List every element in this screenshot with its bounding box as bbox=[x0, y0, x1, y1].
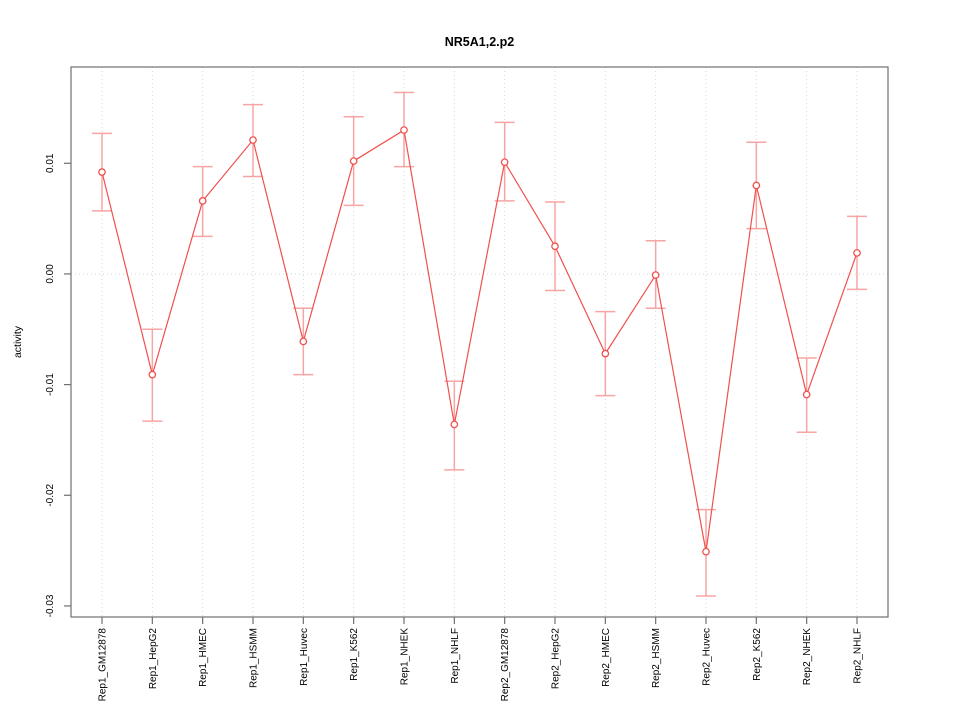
data-point-marker bbox=[802, 390, 811, 399]
data-point-marker bbox=[450, 420, 459, 429]
x-tick-label: Rep1_NHEK bbox=[400, 628, 411, 686]
data-point-marker bbox=[198, 197, 207, 205]
chart-title: NR5A1,2.p2 bbox=[445, 35, 515, 49]
data-point-marker bbox=[349, 157, 358, 165]
x-tick-label: Rep1_NHLF bbox=[450, 628, 461, 684]
y-tick-label: -0.03 bbox=[45, 594, 56, 617]
x-axis-ticks: Rep1_GM12878 Rep1_HepG2 Rep1_HMEC Rep1_HSMM… bbox=[98, 617, 864, 701]
y-tick-label: -0.01 bbox=[45, 373, 56, 396]
data-point-marker bbox=[853, 249, 861, 257]
data-point-marker bbox=[400, 126, 408, 134]
x-tick-label: Rep1_K562 bbox=[349, 628, 360, 681]
data-point-marker bbox=[601, 349, 610, 358]
x-tick-label: Rep2_HMEC bbox=[601, 628, 612, 687]
x-tick-label: Rep1_HepG2 bbox=[148, 628, 159, 690]
series-line bbox=[101, 129, 858, 552]
x-tick-label: Rep2_HSMM bbox=[651, 628, 662, 688]
y-tick-label: 0.00 bbox=[45, 264, 56, 284]
data-point-marker bbox=[651, 271, 660, 279]
x-tick-label: Rep2_GM12878 bbox=[500, 628, 511, 702]
gridlines bbox=[71, 67, 888, 617]
data-point-marker bbox=[500, 158, 509, 167]
data-point-marker bbox=[249, 136, 257, 144]
data-point-marker bbox=[98, 168, 106, 176]
y-axis-label: activity bbox=[12, 325, 24, 358]
x-tick-label: Rep2_HepG2 bbox=[551, 628, 562, 690]
x-tick-label: Rep2_Huvec bbox=[702, 628, 713, 686]
data-point-marker bbox=[752, 181, 761, 190]
data-points bbox=[98, 126, 861, 556]
x-tick-label: Rep2_K562 bbox=[752, 628, 763, 681]
y-tick-label: 0.01 bbox=[45, 153, 56, 173]
x-tick-label: Rep2_NHLF bbox=[853, 628, 864, 684]
x-tick-label: Rep1_HSMM bbox=[249, 628, 260, 688]
error-bars bbox=[92, 91, 867, 597]
x-tick-label: Rep1_GM12878 bbox=[98, 628, 109, 702]
data-point-marker bbox=[702, 547, 710, 556]
data-point-marker bbox=[148, 370, 157, 379]
plot-border bbox=[70, 66, 889, 618]
data-point-marker bbox=[299, 337, 308, 346]
x-tick-label: Rep1_Huvec bbox=[299, 628, 310, 686]
x-tick-label: Rep2_NHEK bbox=[802, 628, 813, 686]
y-tick-label: -0.02 bbox=[45, 483, 56, 506]
y-axis-ticks: 0.01 0.00 -0.01 -0.02 -0.03 bbox=[45, 153, 71, 617]
data-point-marker bbox=[551, 242, 559, 251]
x-tick-label: Rep1_HMEC bbox=[198, 628, 209, 687]
